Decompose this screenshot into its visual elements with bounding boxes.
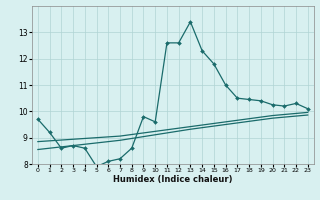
X-axis label: Humidex (Indice chaleur): Humidex (Indice chaleur) bbox=[113, 175, 233, 184]
